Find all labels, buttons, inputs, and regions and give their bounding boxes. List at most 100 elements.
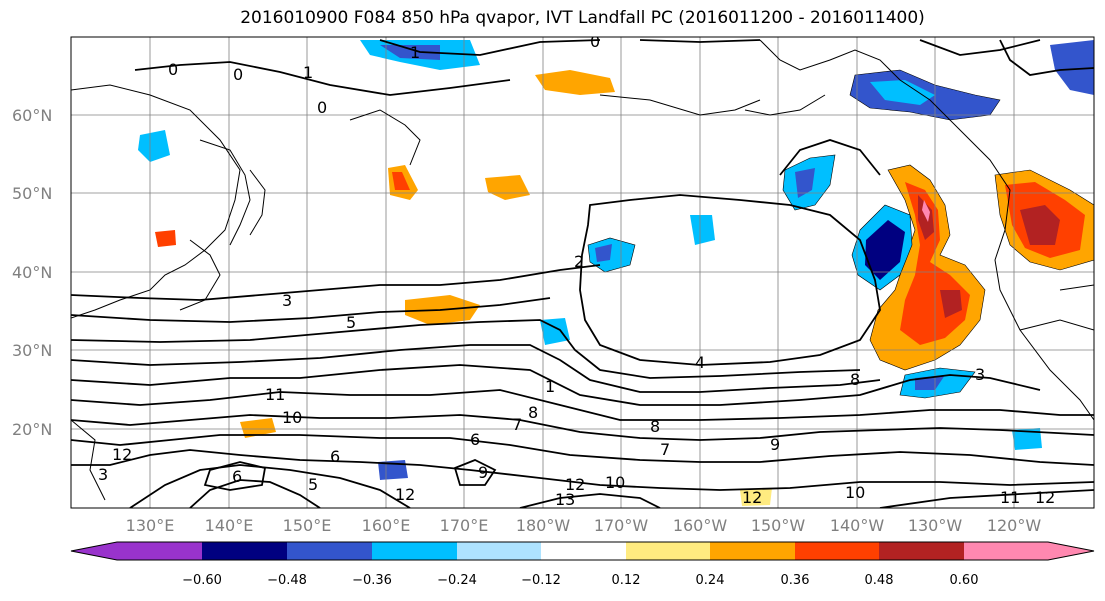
contour-label: 11 [265, 385, 285, 404]
lon-label: 170°E [440, 516, 489, 535]
colorbar-outline [70, 541, 1095, 561]
colorbar-tick-label: 0.24 [696, 573, 725, 588]
lon-label: 160°W [673, 516, 728, 535]
lon-label: 150°E [283, 516, 332, 535]
negative-anomaly-region [587, 237, 636, 273]
contour-label: 0 [590, 32, 600, 51]
contour-label: 8 [528, 403, 538, 422]
colorbar-cell [202, 542, 287, 560]
lat-label: 60°N [12, 106, 52, 125]
map-title: 2016010900 F084 850 hPa qvapor, IVT Land… [240, 8, 925, 28]
ivt-contours [71, 39, 1094, 508]
contour-label: 1 [410, 43, 420, 62]
negative-anomaly-region [595, 244, 612, 262]
lat-label: 50°N [12, 184, 52, 203]
colorbar-tick-label: −0.60 [182, 573, 222, 588]
contour-label: 5 [308, 475, 318, 494]
lon-label: 130°E [126, 516, 175, 535]
colorbar-tick-label: 0.12 [612, 573, 641, 588]
colorbar-cell [879, 542, 964, 560]
colorbar-cell [626, 542, 710, 560]
colorbar-tick-label: 0.48 [865, 573, 894, 588]
lon-label: 120°W [987, 516, 1042, 535]
contour-label: 10 [605, 473, 625, 492]
map-frame [70, 36, 1095, 509]
positive-anomaly-region [240, 418, 276, 438]
lon-label: 150°W [751, 516, 806, 535]
contour-label: 7 [660, 440, 670, 459]
negative-anomaly-region [870, 80, 935, 105]
negative-anomaly-region [865, 220, 905, 280]
contour-label: 3 [975, 365, 985, 384]
lon-label: 140°W [830, 516, 885, 535]
contour-label: 8 [650, 417, 660, 436]
negative-anomaly-region [380, 45, 440, 60]
contour-label: 6 [330, 447, 340, 466]
contour-label: 6 [232, 467, 242, 486]
contour-label: 10 [282, 408, 302, 427]
colorbar-tick-label: −0.12 [521, 573, 561, 588]
colorbar-tick-label: −0.36 [352, 573, 392, 588]
positive-anomaly-region [155, 230, 176, 247]
contour-label: 1 [303, 63, 313, 82]
longitude-labels: 130°E 140°E 150°E 160°E 170°E 180°W 170°… [126, 516, 1042, 535]
contour-label: 10 [845, 483, 865, 502]
colorbar-cell [372, 542, 457, 560]
contour-label: 6 [470, 430, 480, 449]
colorbar-tick-label: 0.36 [781, 573, 810, 588]
positive-anomaly-region [1020, 205, 1060, 245]
colorbar-cell [71, 542, 202, 560]
contour-label: 13 [555, 490, 575, 509]
negative-anomaly-region [690, 215, 715, 245]
contour-label: 3 [282, 291, 292, 310]
contour-label: 5 [346, 313, 356, 332]
contour-label: 0 [233, 65, 243, 84]
lon-label: 160°E [362, 516, 411, 535]
positive-anomaly-region [740, 488, 772, 506]
contour-label: 2 [574, 252, 584, 271]
contour-label: 11 [1000, 488, 1020, 507]
colorbar-cell [710, 542, 795, 560]
contour-label: 0 [317, 98, 327, 117]
lon-label: 180°W [516, 516, 571, 535]
contour-label: 1 [545, 377, 555, 396]
contour-label: 12 [112, 445, 132, 464]
colorbar-cell [457, 542, 541, 560]
colorbar-cell [287, 542, 372, 560]
negative-anomaly-region [378, 460, 408, 480]
lat-label: 20°N [12, 420, 52, 439]
colorbar-tick-label: −0.24 [437, 573, 477, 588]
lon-label: 170°W [594, 516, 649, 535]
negative-anomaly-region [1012, 428, 1042, 450]
negative-anomaly-region [1050, 40, 1094, 95]
colorbar-cell [795, 542, 879, 560]
lat-label: 30°N [12, 341, 52, 360]
colorbar: −0.60 −0.48 −0.36 −0.24 −0.12 0.12 0.24 … [70, 541, 1095, 588]
lon-label: 140°E [205, 516, 254, 535]
contour-label: 4 [695, 353, 705, 372]
contour-label: 12 [742, 488, 762, 507]
contour-label: 8 [850, 370, 860, 389]
contour-label: 3 [98, 465, 108, 484]
contour-label: 12 [395, 485, 415, 504]
lon-label: 130°W [908, 516, 963, 535]
positive-anomaly-region [940, 290, 962, 318]
colorbar-tick-label: 0.60 [950, 573, 979, 588]
contour-labels: 0 0 0 1 1 0 2 3 5 4 3 8 1 8 7 6 7 8 9 6 … [98, 32, 1055, 509]
negative-anomaly-region [795, 168, 815, 198]
positive-anomaly-region [922, 200, 930, 222]
map-area: 0 0 0 1 1 0 2 3 5 4 3 8 1 8 7 6 7 8 9 6 … [71, 32, 1094, 509]
latitude-labels: 60°N 50°N 40°N 30°N 20°N [12, 106, 52, 439]
contour-label: 12 [1035, 488, 1055, 507]
anomaly-shading [138, 40, 1094, 506]
negative-anomaly-region [138, 130, 170, 162]
positive-anomaly-region [392, 172, 410, 190]
contour-label: 9 [478, 463, 488, 482]
lat-label: 40°N [12, 263, 52, 282]
positive-anomaly-region [485, 175, 530, 200]
positive-anomaly-region [535, 70, 615, 95]
contour-label: 7 [512, 415, 522, 434]
contour-label: 9 [770, 435, 780, 454]
contour-label: 12 [565, 475, 585, 494]
